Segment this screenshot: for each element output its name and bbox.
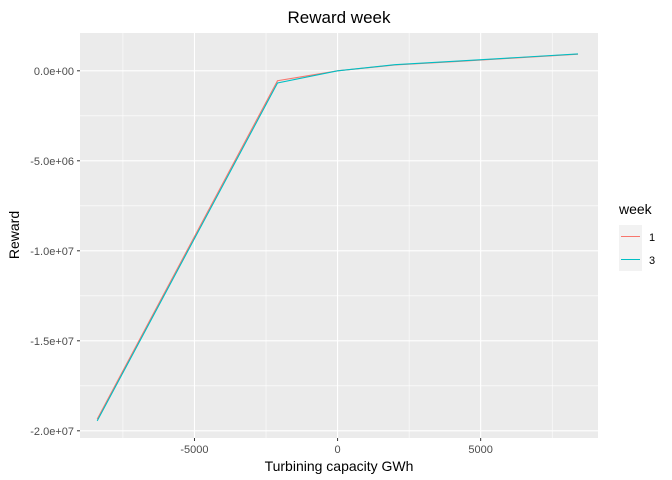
legend-title: week (618, 201, 653, 217)
gridlines (80, 33, 598, 438)
y-tick-label: -2.0e+07 (30, 426, 74, 438)
x-axis-label: Turbining capacity GWh (265, 458, 414, 474)
plot-panel (80, 33, 598, 438)
x-tick-label: 5000 (468, 444, 492, 456)
legend-label: 3 (649, 255, 655, 267)
x-tick-label: 0 (335, 444, 341, 456)
y-axis-label: Reward (6, 211, 22, 259)
y-tick-label: 0.0e+00 (34, 66, 74, 78)
legend-label: 1 (649, 232, 655, 244)
x-axis: -5000 0 5000 (180, 438, 493, 456)
y-tick-label: -5.0e+06 (30, 156, 74, 168)
y-tick-label: -1.0e+07 (30, 246, 74, 258)
x-tick-label: -5000 (180, 444, 208, 456)
chart-title: Reward week (288, 8, 391, 27)
series-line-week-3 (96, 53, 579, 422)
legend: week 1 3 (618, 201, 655, 271)
y-tick-label: -1.5e+07 (30, 336, 74, 348)
y-axis: 0.0e+00 -5.0e+06 -1.0e+07 -1.5e+07 -2.0e+07 (30, 66, 80, 438)
series-lines (96, 53, 579, 422)
